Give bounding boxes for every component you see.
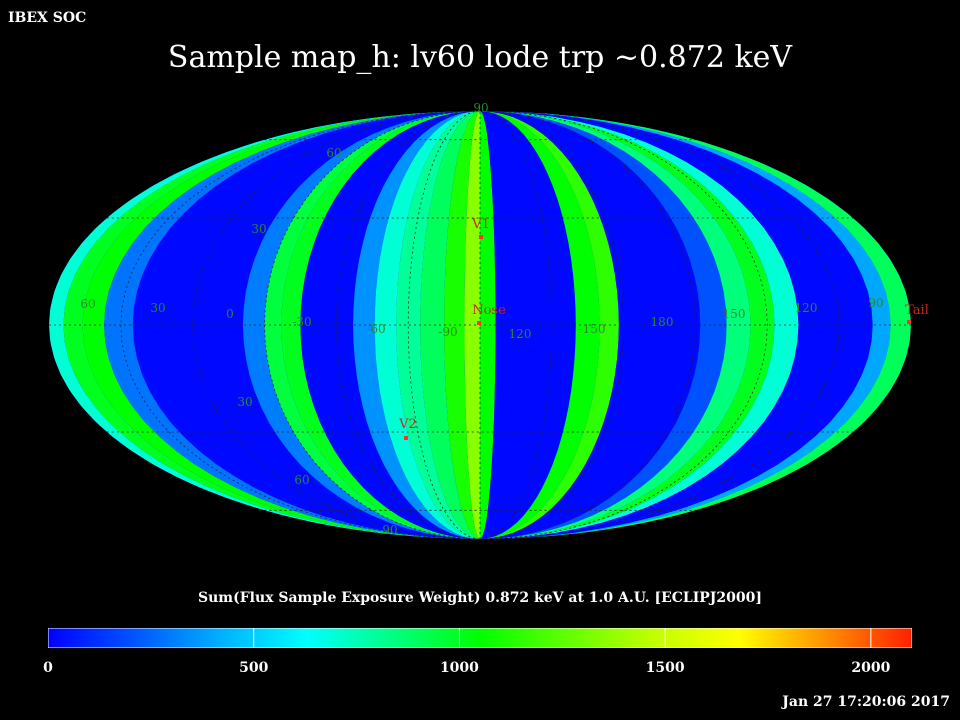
longitude-label: 120: [509, 327, 532, 341]
grid-meridian: [479, 111, 768, 539]
sky-map: 60 30 0 -30 -60 -90 120 -150 180 150 120 90 90 90 60 30…: [49, 101, 929, 539]
map-stripe: [326, 111, 480, 539]
marker-tail-dot: [907, 320, 911, 324]
marker-v1-label: V1: [471, 217, 490, 232]
map-stripe: [420, 111, 480, 539]
colorbar: [48, 628, 912, 648]
grid-meridian: [264, 111, 481, 539]
longitude-label: 180: [651, 315, 674, 329]
latitude-label: 90: [382, 523, 397, 537]
longitude-label: -90: [438, 325, 457, 339]
longitude-label: 90: [868, 296, 883, 310]
colorbar-tick-label: 2000: [851, 660, 891, 676]
map-stripe: [480, 111, 496, 539]
map-stripe: [300, 111, 480, 539]
longitude-label: 150: [723, 307, 746, 321]
longitude-label: -150: [579, 322, 606, 336]
page-title: Sample map_h: lv60 lode trp ~0.872 keV: [167, 40, 793, 75]
longitude-label: -30: [292, 315, 311, 329]
latitude-label: 30: [251, 222, 266, 236]
corner-label: IBEX SOC: [8, 10, 87, 26]
marker-v2-dot: [404, 436, 408, 440]
marker-v2-label: V2: [398, 417, 417, 432]
marker-tail-label: Tail: [905, 303, 929, 318]
longitude-label: 60: [80, 297, 95, 311]
latitude-label: 60: [294, 473, 309, 487]
map-stripe: [374, 111, 480, 539]
latitude-label: 60: [326, 146, 341, 160]
longitude-label: 0: [226, 307, 234, 321]
map-stripe: [353, 111, 480, 539]
map-stripe: [480, 111, 600, 539]
marker-nose-label: Nose: [472, 303, 506, 318]
colorbar-tick-label: 0: [43, 660, 53, 676]
latitude-label: 30: [237, 395, 252, 409]
latitude-label: 90: [473, 101, 488, 115]
longitude-label: 30: [150, 301, 165, 315]
map-stripe: [480, 111, 547, 539]
marker-v1-dot: [479, 235, 483, 239]
grid-meridian: [192, 111, 481, 539]
map-stripe: [480, 111, 619, 539]
grid-meridian: [479, 111, 696, 539]
sky-map-svg: 60 30 0 -30 -60 -90 120 -150 180 150 120 90 90 90 60 30…: [49, 101, 929, 539]
colorbar-tick-label: 1000: [439, 660, 479, 676]
timestamp: Jan 27 17:20:06 2017: [782, 694, 950, 710]
longitude-label: -60: [366, 322, 385, 336]
colorbar-title: Sum(Flux Sample Exposure Weight) 0.872 k…: [197, 590, 763, 606]
longitude-label: 120: [795, 301, 818, 315]
marker-nose-dot: [477, 321, 481, 325]
colorbar-tick-label: 500: [239, 660, 269, 676]
colorbar-tick-label: 1500: [645, 660, 685, 676]
